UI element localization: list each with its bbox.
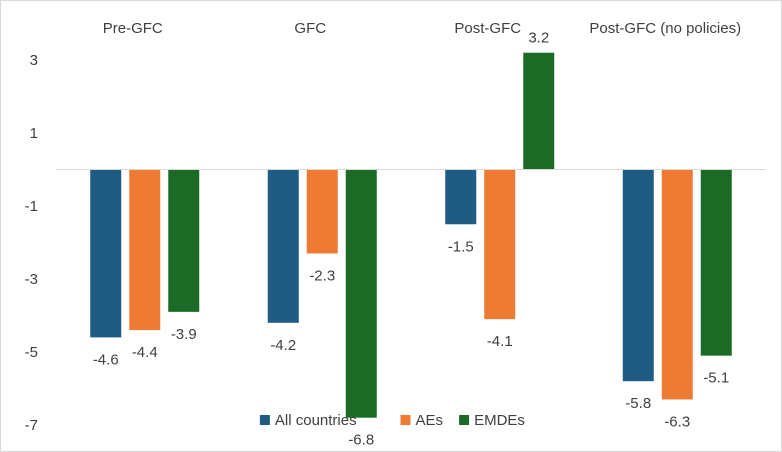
data-label-aes-pre-gfc: -4.4 bbox=[132, 344, 158, 361]
category-label-post-gfc: Post-GFC bbox=[454, 20, 521, 37]
data-label-aes-post-gfc: -4.1 bbox=[487, 333, 513, 350]
bars bbox=[90, 52, 732, 418]
bar-emdes-post-gfc bbox=[523, 52, 555, 170]
data-label-emdes-pre-gfc: -3.9 bbox=[171, 326, 197, 343]
data-label-aes-gfc: -2.3 bbox=[309, 267, 335, 284]
legend-item-aes: AEs bbox=[400, 412, 444, 429]
legend-label: EMDEs bbox=[474, 412, 525, 429]
legend-label: AEs bbox=[416, 412, 444, 429]
legend-label: All countries bbox=[275, 412, 357, 429]
legend-swatch bbox=[459, 415, 470, 425]
data-label-emdes-post-gfc: 3.2 bbox=[528, 30, 549, 47]
data-label-aes-post-gfc-no-policies: -6.3 bbox=[664, 413, 690, 430]
legend-swatch bbox=[400, 415, 411, 425]
legend-item-all-countries: All countries bbox=[259, 412, 357, 429]
y-axis: 3 1 -1 -3 -5 -7 bbox=[25, 52, 38, 434]
legend: All countries AEs EMDEs bbox=[259, 412, 525, 429]
bar-aes-pre-gfc bbox=[129, 169, 161, 331]
bar-all-countries-gfc bbox=[267, 169, 299, 323]
data-labels: -4.6 -4.4-3.9-4.2-2.3-6.8-1.5-4.13.2-5.8-… bbox=[93, 30, 729, 449]
bar-emdes-post-gfc-no-policies bbox=[700, 169, 732, 356]
category-label-pre-gfc: Pre-GFC bbox=[103, 20, 163, 37]
bar-all-countries-pre-gfc bbox=[90, 169, 122, 338]
category-titles: Pre-GFC GFC Post-GFC Post-GFC (no policies) bbox=[103, 20, 741, 37]
y-tick-label: -3 bbox=[25, 271, 38, 288]
bar-all-countries-post-gfc-no-policies bbox=[622, 169, 654, 382]
bar-all-countries-post-gfc bbox=[445, 169, 477, 225]
data-label-all-countries-gfc: -4.2 bbox=[270, 337, 296, 354]
y-tick-label: -1 bbox=[25, 198, 38, 215]
bar-emdes-pre-gfc bbox=[168, 169, 200, 312]
bar-aes-gfc bbox=[306, 169, 338, 254]
y-tick-label: -5 bbox=[25, 344, 38, 361]
category-label-post-gfc-no-policies: Post-GFC (no policies) bbox=[589, 20, 741, 37]
y-tick-label: -7 bbox=[25, 417, 38, 434]
category-label-gfc: GFC bbox=[294, 20, 326, 37]
bar-emdes-gfc bbox=[345, 169, 377, 418]
legend-item-emdes: EMDEs bbox=[459, 412, 525, 429]
data-label-all-countries-post-gfc: -1.5 bbox=[448, 238, 474, 255]
data-label-emdes-post-gfc-no-policies: -5.1 bbox=[703, 370, 729, 387]
data-label-all-countries-post-gfc-no-policies: -5.8 bbox=[625, 395, 651, 412]
y-tick-label: 3 bbox=[30, 52, 38, 69]
data-label-all-countries-pre-gfc: -4.6 bbox=[93, 351, 119, 368]
legend-swatch bbox=[259, 415, 270, 425]
y-tick-label: 1 bbox=[30, 125, 38, 142]
bar-aes-post-gfc bbox=[484, 169, 516, 320]
bar-aes-post-gfc-no-policies bbox=[661, 169, 693, 400]
data-label-emdes-gfc: -6.8 bbox=[348, 432, 374, 449]
